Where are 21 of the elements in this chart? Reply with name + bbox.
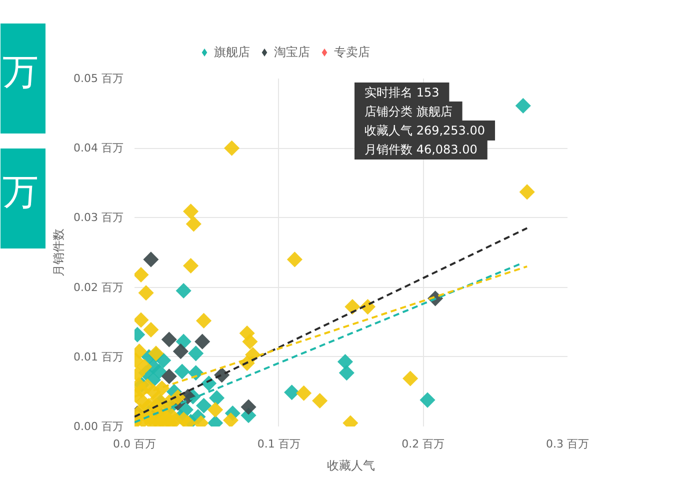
x-tick-label: 0.2 百万	[402, 438, 445, 450]
text: 万	[2, 172, 38, 213]
legend-label: 淘宝店	[274, 44, 310, 60]
y-tick-label: 0.04 百万	[74, 142, 124, 155]
text: 万	[2, 52, 38, 93]
x-tick-label: 0.0 百万	[113, 438, 156, 450]
annotation: 月销件数 46,083.00	[364, 142, 478, 156]
x-tick-label: 0.1 百万	[257, 438, 300, 450]
y-tick-label: 0.03 百万	[74, 211, 124, 224]
annotation: 店铺分类 旗舰店	[364, 104, 452, 118]
x-tick-label: 0.3 百万	[546, 438, 590, 450]
legend-label: 旗舰店	[214, 44, 250, 60]
x-axis-title: 收藏人气	[327, 458, 375, 472]
annotation: 实时排名 153	[364, 86, 440, 100]
y-tick-label: 0.05 百万	[74, 72, 124, 85]
y-tick-label: 0.01 百万	[74, 350, 124, 364]
annotation: 收藏人气 269,253.00	[364, 124, 486, 138]
legend-label: 专卖店	[334, 44, 370, 60]
y-tick-label: 0.02 百万	[74, 280, 124, 294]
y-axis-title: 月销件数	[52, 228, 66, 276]
y-tick-label: 0.00 百万	[74, 420, 124, 433]
